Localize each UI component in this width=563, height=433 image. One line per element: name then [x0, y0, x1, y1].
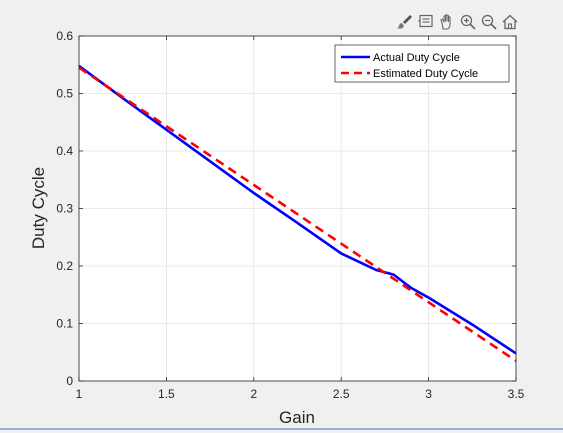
pan-hand-icon[interactable] [438, 13, 456, 31]
x-tick-label: 3.5 [508, 387, 525, 401]
window-bottom-border [0, 428, 563, 430]
zoom-in-icon[interactable] [459, 13, 477, 31]
y-tick-label: 0.1 [56, 317, 73, 331]
x-tick-label: 2 [250, 387, 257, 401]
y-tick-label: 0.3 [56, 202, 73, 216]
x-tick-label: 2.5 [333, 387, 350, 401]
series-line-actual [78, 64, 517, 355]
x-tick-label: 1.5 [158, 387, 175, 401]
zoom-out-icon[interactable] [480, 13, 498, 31]
tick-labels: 1 1.5 2 2.5 3 3.5 0 0.1 0.2 0.3 0.4 0.5 0.6 [56, 29, 524, 401]
tick-marks [78, 35, 517, 382]
legend-box [334, 44, 510, 83]
legend-label-estimated: Estimated Duty Cycle [373, 68, 478, 80]
legend[interactable]: Actual Duty Cycle Estimated Duty Cycle [334, 44, 510, 83]
data-tip-icon[interactable] [417, 13, 435, 31]
y-tick-label: 0.6 [56, 29, 73, 43]
legend-label-actual: Actual Duty Cycle [373, 52, 460, 64]
x-tick-label: 3 [425, 387, 432, 401]
y-tick-label: 0.5 [56, 87, 73, 101]
home-icon[interactable] [501, 13, 519, 31]
y-tick-label: 0.4 [56, 144, 73, 158]
axes-toolbar [396, 12, 519, 32]
x-tick-label: 1 [76, 387, 83, 401]
y-tick-label: 0 [66, 374, 73, 388]
x-axis-label: Gain [279, 408, 315, 427]
series-layer [78, 64, 517, 362]
y-tick-label: 0.2 [56, 259, 73, 273]
y-axis-label: Duty Cycle [29, 167, 48, 249]
series-line-estimated [78, 66, 517, 362]
brush-icon[interactable] [396, 13, 414, 31]
